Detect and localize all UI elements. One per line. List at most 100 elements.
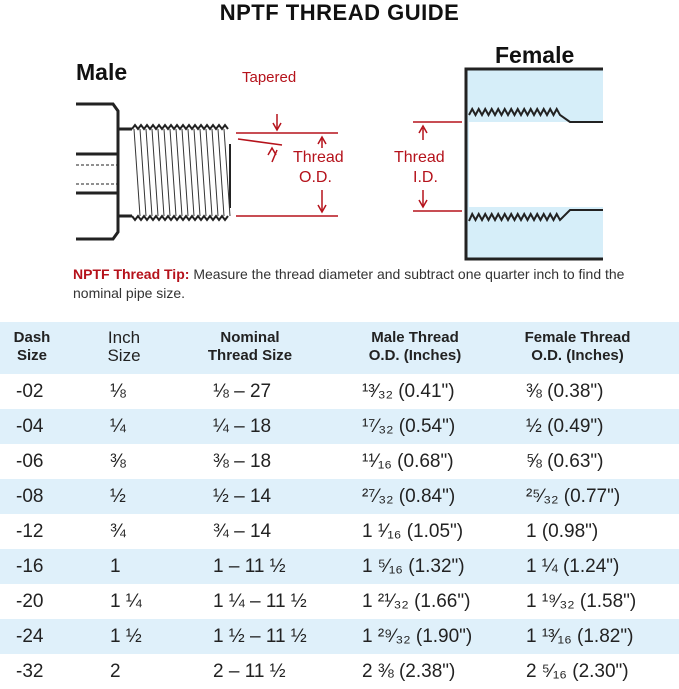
- cell-nominal-thread-size: ½ – 14: [213, 486, 272, 507]
- thread-size-table: Dash Size Inch Size Nominal Thread Size Mal…: [0, 322, 679, 689]
- cell-inch-size: 1: [110, 556, 121, 577]
- cell-inch-size: 1 ½: [110, 626, 142, 647]
- cell-inch-size: ¼: [110, 416, 126, 437]
- cell-inch-size: ¾: [110, 521, 126, 542]
- header-text: Nominal: [220, 329, 280, 346]
- thread-diagram: Male Female Tapered Thread O.D. Thread I…: [76, 42, 603, 261]
- cell-nominal-thread-size: ¾ – 14: [213, 521, 272, 542]
- thread-id-label-2: I.D.: [413, 169, 438, 186]
- thread-line: [151, 128, 159, 217]
- tapered-label: Tapered: [242, 69, 296, 86]
- cell-nominal-thread-size: 2 – 11 ½: [213, 661, 286, 682]
- cell-inch-size: 2: [110, 661, 121, 682]
- cell-dash-size: -06: [16, 451, 44, 472]
- table-body: -02 ⅛ ⅛ – 27 ¹³⁄₃₂ (0.41") ⅜ (0.38") -04 ¼ ¼ – …: [0, 374, 679, 689]
- thread-tip: NPTF Thread Tip: Measure the thread diam…: [73, 265, 633, 303]
- cell-female-thread-od: 2 ⁵⁄₁₆ (2.30"): [526, 661, 629, 682]
- cell-male-thread-od: ¹⁷⁄₃₂ (0.54"): [362, 416, 456, 437]
- cell-nominal-thread-size: ¼ – 18: [213, 416, 272, 437]
- cell-dash-size: -02: [16, 381, 44, 402]
- header-male-thread-od: Male Thread O.D. (Inches): [355, 329, 475, 365]
- thread-od-label-2: O.D.: [299, 169, 332, 186]
- tip-text: Measure the thread diameter and subtract…: [73, 266, 625, 301]
- header-text: Inch: [107, 328, 141, 347]
- cell-female-thread-od: ⅜ (0.38"): [526, 381, 604, 402]
- thread-line: [193, 128, 201, 217]
- table-row: -12 ¾ ¾ – 14 1 ¹⁄₁₆ (1.05") 1 (0.98"): [0, 514, 679, 549]
- thread-line: [145, 128, 153, 217]
- thread-profile: [131, 214, 229, 222]
- cell-male-thread-od: 1 ²¹⁄₃₂ (1.66"): [362, 591, 471, 612]
- cell-nominal-thread-size: 1 ½ – 11 ½: [213, 626, 307, 647]
- header-text: Size: [16, 347, 47, 364]
- male-thread-lines: [131, 123, 231, 222]
- cell-male-thread-od: 1 ²⁹⁄₃₂ (1.90"): [362, 626, 473, 647]
- thread-line: [199, 128, 207, 217]
- cell-dash-size: -20: [16, 591, 44, 612]
- cell-female-thread-od: 1 ¹⁹⁄₃₂ (1.58"): [526, 591, 637, 612]
- cell-inch-size: ⅜: [110, 451, 126, 472]
- cell-dash-size: -12: [16, 521, 44, 542]
- cell-nominal-thread-size: ⅜ – 18: [213, 451, 272, 472]
- header-text: Dash: [13, 329, 51, 346]
- table-row: -20 1 ¼ 1 ¼ – 11 ½ 1 ²¹⁄₃₂ (1.66") 1 ¹⁹⁄₃₂ (…: [0, 584, 679, 619]
- thread-line: [157, 128, 165, 217]
- cell-nominal-thread-size: 1 – 11 ½: [213, 556, 286, 577]
- id-annotation: [413, 121, 462, 212]
- table-row: -32 2 2 – 11 ½ 2 ⅜ (2.38") 2 ⁵⁄₁₆ (2.30"): [0, 654, 679, 689]
- thread-line: [181, 128, 189, 217]
- header-text: Male Thread: [371, 329, 459, 346]
- header-nominal-thread-size: Nominal Thread Size: [185, 329, 315, 365]
- table-row: -08 ½ ½ – 14 ²⁷⁄₃₂ (0.84") ²⁵⁄₃₂ (0.77"): [0, 479, 679, 514]
- cell-female-thread-od: 1 ¹³⁄₁₆ (1.82"): [526, 626, 634, 647]
- thread-line: [133, 128, 141, 217]
- table-row: -04 ¼ ¼ – 18 ¹⁷⁄₃₂ (0.54") ½ (0.49"): [0, 409, 679, 444]
- cell-dash-size: -04: [16, 416, 44, 437]
- thread-line: [217, 128, 225, 217]
- male-label: Male: [76, 59, 127, 85]
- table-row: -06 ⅜ ⅜ – 18 ¹¹⁄₁₆ (0.68") ⅝ (0.63"): [0, 444, 679, 479]
- cell-dash-size: -08: [16, 486, 44, 507]
- cell-dash-size: -32: [16, 661, 44, 682]
- cell-male-thread-od: 1 ⁵⁄₁₆ (1.32"): [362, 556, 465, 577]
- female-fitting-drawing: [464, 67, 603, 261]
- table-row: -24 1 ½ 1 ½ – 11 ½ 1 ²⁹⁄₃₂ (1.90") 1 ¹³⁄₁₆ (…: [0, 619, 679, 654]
- arrow-down-icon: [272, 122, 282, 132]
- arrow-up-icon: [418, 124, 428, 134]
- cell-nominal-thread-size: 1 ¼ – 11 ½: [213, 591, 307, 612]
- header-dash-size: Dash Size: [10, 329, 54, 365]
- cell-male-thread-od: ¹¹⁄₁₆ (0.68"): [362, 451, 454, 472]
- table-row: -02 ⅛ ⅛ – 27 ¹³⁄₃₂ (0.41") ⅜ (0.38"): [0, 374, 679, 409]
- thread-line: [163, 128, 171, 217]
- cell-inch-size: ½: [110, 486, 126, 507]
- page-title: NPTF THREAD GUIDE: [219, 0, 460, 25]
- male-fitting-drawing: [76, 102, 231, 241]
- thread-profile: [131, 123, 229, 131]
- arrow-up-icon: [317, 135, 327, 145]
- cell-dash-size: -16: [16, 556, 44, 577]
- cell-male-thread-od: ²⁷⁄₃₂ (0.84"): [362, 486, 456, 507]
- header-text: Size: [107, 346, 141, 365]
- cell-female-thread-od: 1 (0.98"): [526, 521, 599, 542]
- female-label: Female: [495, 42, 574, 68]
- cell-female-thread-od: 1 ¼ (1.24"): [526, 556, 620, 577]
- cell-male-thread-od: ¹³⁄₃₂ (0.41"): [362, 381, 455, 402]
- od-annotation: [236, 114, 338, 217]
- cell-male-thread-od: 1 ¹⁄₁₆ (1.05"): [362, 521, 464, 542]
- header-text: O.D. (Inches): [531, 347, 624, 364]
- header-text: Female Thread: [524, 329, 631, 346]
- table-header: Dash Size Inch Size Nominal Thread Size Mal…: [0, 322, 679, 374]
- table-row: -16 1 1 – 11 ½ 1 ⁵⁄₁₆ (1.32") 1 ¼ (1.24"): [0, 549, 679, 584]
- cell-inch-size: ⅛: [110, 381, 126, 402]
- cell-inch-size: 1 ¼: [110, 591, 142, 612]
- cell-male-thread-od: 2 ⅜ (2.38"): [362, 661, 456, 682]
- thread-line: [211, 128, 219, 217]
- arrow-up-icon: [267, 146, 277, 156]
- arrow-down-icon: [317, 204, 327, 214]
- arrow-down-icon: [418, 199, 428, 209]
- thread-line: [223, 128, 231, 217]
- header-text: Thread Size: [207, 347, 293, 364]
- thread-line: [205, 128, 213, 217]
- cell-female-thread-od: ²⁵⁄₃₂ (0.77"): [526, 486, 621, 507]
- cell-nominal-thread-size: ⅛ – 27: [213, 381, 272, 402]
